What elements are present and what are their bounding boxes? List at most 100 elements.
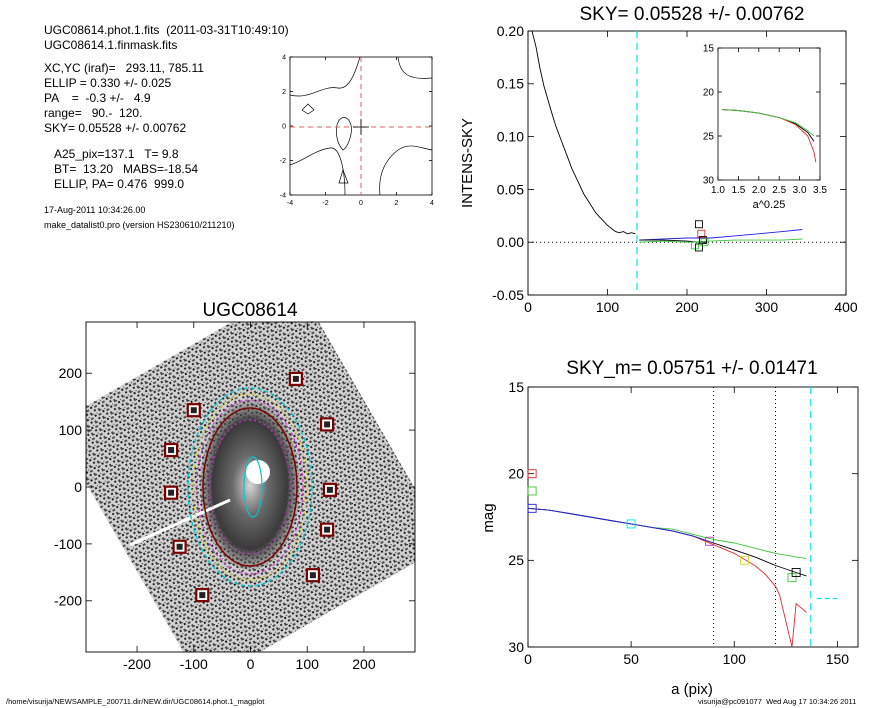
profile-line-black xyxy=(639,239,707,243)
masked-star xyxy=(246,460,270,484)
x-tick-label: 0 xyxy=(247,656,255,672)
x-tick-label: 0 xyxy=(524,299,532,315)
galaxy-image-panel: UGC08614 -200 -100 0 100 200 -200 -100 0 100 200 xyxy=(54,300,416,672)
x-tick-label: 200 xyxy=(352,656,376,672)
contour-line xyxy=(301,103,315,115)
y-tick-label: 20 xyxy=(508,466,524,482)
y-tick-label: 0 xyxy=(74,479,82,495)
mask-square-core xyxy=(326,486,333,493)
mag-marker xyxy=(791,568,801,577)
y-tick-label: -2 xyxy=(280,158,286,165)
header-mask-line: UGC08614.1.finmask.fits xyxy=(44,38,178,52)
mask-square-core xyxy=(190,407,197,414)
x-tick-label: -2 xyxy=(322,200,328,207)
ellipse-inner-cyan xyxy=(243,456,263,518)
mag-line-black xyxy=(528,507,807,577)
y-tick-label: 2 xyxy=(282,89,286,96)
footer-user: visurija@pc091077 Wed Aug 17 10:34:26 20… xyxy=(698,697,857,706)
mag-line-green xyxy=(528,507,807,560)
y-tick-label: -100 xyxy=(54,536,82,552)
mask-square-core xyxy=(168,489,175,496)
y-tick-label: 0.20 xyxy=(497,23,524,39)
ellipse-magenta xyxy=(196,399,304,575)
mask-square-core xyxy=(309,572,316,579)
x-tick-label: 100 xyxy=(723,651,747,667)
mask-square-core xyxy=(292,375,299,382)
y-tick-label: 25 xyxy=(508,552,524,568)
mag-marker xyxy=(527,503,537,513)
contour-line xyxy=(397,56,433,79)
y-tick-label: 20 xyxy=(703,88,715,99)
mag-xlabel: a (pix) xyxy=(671,681,713,698)
x-tick-label: 3.0 xyxy=(793,185,807,196)
y-tick-label: -4 xyxy=(280,192,286,199)
mag-line-blue xyxy=(528,507,714,544)
y-tick-label: 0.10 xyxy=(497,129,524,145)
profile-line-blue xyxy=(639,229,803,241)
contour-line xyxy=(336,117,352,151)
inset-line-green xyxy=(722,109,815,137)
ellipse-darkred xyxy=(202,407,298,567)
x-tick-label: 3.5 xyxy=(813,185,827,196)
y-tick-label: 30 xyxy=(703,176,715,187)
contour-line xyxy=(379,145,433,196)
inset-xlabel: a^0.25 xyxy=(753,199,786,211)
y-tick-label: 0.00 xyxy=(497,234,524,250)
x-tick-label: -200 xyxy=(123,656,151,672)
y-tick-label: 4 xyxy=(282,54,286,61)
y-tick-label: 25 xyxy=(703,132,715,143)
footer-path: /home/visurija/NEWSAMPLE_200711.dir/NEW.… xyxy=(6,697,265,706)
mask-square-core xyxy=(199,592,206,599)
x-tick-label: 4 xyxy=(430,200,434,207)
contour-line xyxy=(289,56,361,97)
profile-line-black xyxy=(531,31,636,235)
inset-frame xyxy=(717,47,821,181)
y-tick-label: 200 xyxy=(59,365,83,381)
x-tick-label: 2 xyxy=(395,200,399,207)
header-sky: SKY= 0.05528 +/- 0.00762 xyxy=(44,121,187,135)
mag-title: SKY_m= 0.05751 +/- 0.01471 xyxy=(566,358,817,379)
y-tick-label: -200 xyxy=(54,593,82,609)
header-file-line: UGC08614.phot.1.fits (2011-03-31T10:49:1… xyxy=(44,23,289,37)
ellipse-outer-cyan xyxy=(187,387,313,587)
image-title: UGC08614 xyxy=(202,300,297,321)
header-prog: make_datalist0.pro (version HS230610/211… xyxy=(44,220,235,230)
sky-marker xyxy=(698,236,707,245)
header-date: 17-Aug-2011 10:34:26.00 xyxy=(44,205,146,215)
sky-marker xyxy=(694,243,703,252)
x-tick-label: 2.5 xyxy=(772,185,786,196)
header-ellip: ELLIP = 0.330 +/- 0.025 xyxy=(44,76,172,90)
mag-marker xyxy=(527,469,537,479)
mag-marker xyxy=(740,555,750,565)
x-tick-label: 100 xyxy=(296,656,320,672)
header-bt: BT= 13.20 MABS=-18.54 xyxy=(54,162,199,176)
satellite-trail xyxy=(129,498,231,547)
x-tick-label: 1.5 xyxy=(731,185,745,196)
intens-sky-panel: SKY= 0.05528 +/- 0.00762 INTENS-SKY 0 100… xyxy=(459,4,858,315)
mag-marker xyxy=(626,519,636,529)
profile-line-green xyxy=(639,238,803,243)
sky-marker xyxy=(700,238,709,247)
contour-line xyxy=(289,147,346,196)
header-xcyc: XC,YC (iraf)= 293.11, 785.11 xyxy=(44,61,204,75)
galaxy-body xyxy=(200,400,300,570)
x-tick-label: -100 xyxy=(180,656,208,672)
y-tick-label: 100 xyxy=(59,422,83,438)
ellipse-inner-magenta xyxy=(209,419,291,555)
x-tick-label: 300 xyxy=(755,299,779,315)
contour-line xyxy=(338,168,349,184)
x-tick-label: 100 xyxy=(596,299,620,315)
sky-marker xyxy=(697,229,706,238)
mag-panel: SKY_m= 0.05751 +/- 0.01471 mag a (pix) 0… xyxy=(480,358,859,698)
sky-marker xyxy=(691,241,699,250)
mag-marker xyxy=(527,486,537,496)
x-tick-label: 2.0 xyxy=(752,185,766,196)
x-tick-label: 400 xyxy=(834,299,858,315)
mask-square-core xyxy=(324,421,331,428)
header-range: range= 90.- 120. xyxy=(44,106,143,120)
header-ellip-pa: ELLIP, PA= 0.476 999.0 xyxy=(54,177,184,191)
y-tick-label: 0.05 xyxy=(497,181,524,197)
y-tick-label: 30 xyxy=(508,639,524,655)
x-tick-label: 50 xyxy=(623,651,639,667)
x-tick-label: 0 xyxy=(524,651,532,667)
